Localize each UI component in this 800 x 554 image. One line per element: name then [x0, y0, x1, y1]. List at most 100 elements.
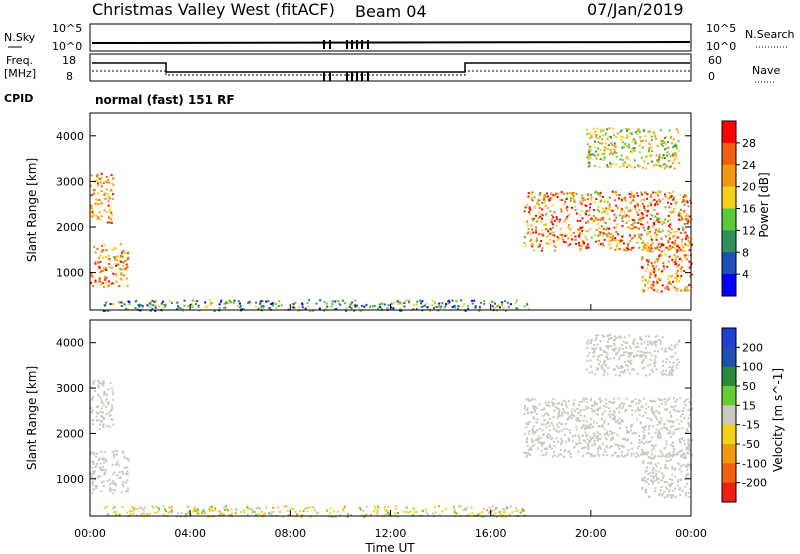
echo-cell: [560, 437, 563, 440]
echo-cell: [553, 409, 556, 412]
echo-cell: [126, 284, 129, 287]
echo-cell: [613, 411, 616, 414]
echo-cell: [197, 304, 200, 307]
echo-cell: [102, 404, 105, 407]
echo-cell: [415, 308, 418, 311]
echo-cell: [667, 288, 670, 291]
echo-cell: [544, 201, 547, 204]
echo-cell: [530, 233, 533, 236]
echo-cell: [219, 512, 222, 515]
echo-cell: [592, 351, 595, 354]
echo-cell: [154, 306, 157, 309]
echo-cell: [684, 404, 687, 407]
echo-cell: [602, 454, 605, 457]
echo-cell: [685, 446, 688, 449]
y-tick-label: 1000: [56, 473, 84, 486]
echo-cell: [98, 466, 101, 469]
echo-region: [90, 172, 115, 224]
echo-cell: [627, 438, 630, 441]
echo-cell: [669, 248, 672, 251]
echo-cell: [641, 477, 644, 480]
echo-cell: [630, 351, 633, 354]
echo-cell: [598, 445, 601, 448]
echo-cell: [105, 413, 108, 416]
echo-cell: [537, 438, 540, 441]
echo-cell: [144, 506, 147, 509]
echo-cell: [208, 510, 211, 513]
echo-cell: [629, 352, 632, 355]
echo-cell: [637, 345, 640, 348]
echo-cell: [632, 226, 635, 229]
echo-cell: [638, 445, 641, 448]
echo-cell: [684, 254, 687, 257]
echo-cell: [413, 511, 416, 514]
echo-cell: [352, 304, 355, 307]
echo-cell: [675, 280, 678, 283]
echo-cell: [121, 254, 124, 257]
echo-cell: [370, 514, 373, 517]
echo-cell: [677, 140, 680, 143]
echo-cell: [688, 401, 691, 404]
echo-cell: [650, 146, 653, 149]
echo-cell: [613, 148, 616, 151]
echo-cell: [685, 234, 688, 237]
echo-cell: [365, 505, 368, 508]
echo-cell: [533, 205, 536, 208]
velocity-x-ticks: 00:00 04:00 08:00 12:00 16:00 20:00 00:00: [74, 304, 707, 540]
echo-cell: [555, 430, 558, 433]
echo-cell: [579, 420, 582, 423]
echo-cell: [524, 206, 527, 209]
echo-cell: [91, 480, 94, 483]
echo-cell: [627, 143, 630, 146]
echo-cell: [598, 230, 601, 233]
echo-cell: [523, 305, 526, 308]
echo-cell: [619, 371, 622, 374]
echo-cell: [111, 182, 114, 185]
echo-cell: [541, 247, 544, 250]
echo-cell: [639, 400, 642, 403]
echo-cell: [530, 193, 533, 196]
echo-cell: [674, 475, 677, 478]
echo-cell: [654, 274, 657, 277]
echo-cell: [597, 355, 600, 358]
echo-cell: [673, 231, 676, 234]
echo-cell: [531, 219, 534, 222]
echo-cell: [667, 214, 670, 217]
echo-cell: [531, 199, 534, 202]
echo-cell: [603, 371, 606, 374]
echo-cell: [680, 216, 683, 219]
echo-cell: [120, 272, 123, 275]
echo-cell: [628, 372, 631, 375]
echo-cell: [528, 206, 531, 209]
echo-cell: [589, 206, 592, 209]
echo-cell: [665, 358, 668, 361]
echo-cell: [501, 515, 504, 518]
echo-cell: [596, 223, 599, 226]
echo-cell: [595, 336, 598, 339]
echo-cell: [621, 235, 624, 238]
echo-cell: [647, 287, 650, 290]
echo-cell: [102, 468, 105, 471]
echo-cell: [105, 267, 108, 270]
echo-cell: [96, 462, 99, 465]
echo-cell: [552, 404, 555, 407]
echo-cell: [648, 146, 651, 149]
echo-cell: [96, 182, 99, 185]
echo-cell: [662, 265, 665, 268]
echo-cell: [262, 300, 265, 303]
echo-cell: [672, 274, 675, 277]
echo-cell: [640, 233, 643, 236]
echo-cell: [508, 513, 511, 516]
echo-cell: [594, 339, 597, 342]
echo-cell: [129, 510, 132, 513]
echo-cell: [690, 262, 693, 265]
echo-cell: [604, 134, 607, 137]
echo-cell: [666, 428, 669, 431]
echo-cell: [604, 142, 607, 145]
echo-cell: [581, 229, 584, 232]
echo-cell: [634, 205, 637, 208]
echo-cell: [596, 431, 599, 434]
echo-cell: [584, 211, 587, 214]
echo-cell: [679, 268, 682, 271]
echo-cell: [538, 245, 541, 248]
